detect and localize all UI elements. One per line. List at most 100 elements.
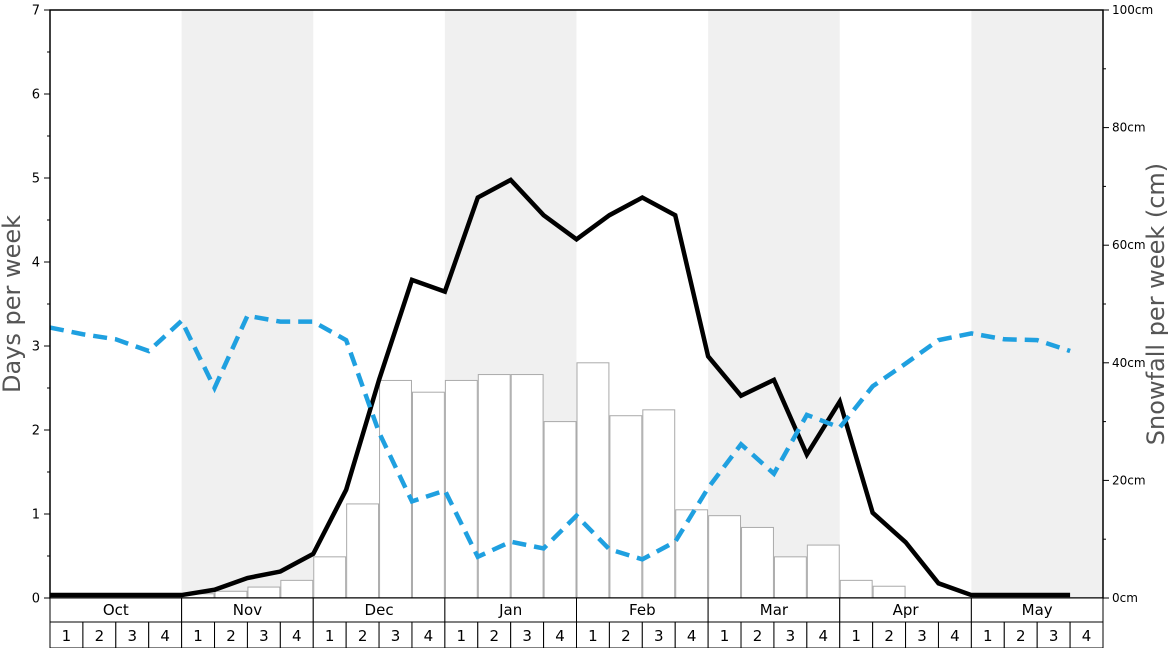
left-tick-label: 1 <box>32 508 40 523</box>
week-label: 2 <box>884 627 894 645</box>
week-label: 1 <box>325 627 335 645</box>
week-label: 4 <box>424 627 434 645</box>
month-cell <box>839 597 972 623</box>
right-tick-label: 60cm <box>1112 238 1146 252</box>
week-cell <box>707 621 742 648</box>
week-label: 1 <box>851 627 861 645</box>
week-label: 2 <box>226 627 236 645</box>
right-axis-title: Snowfall per week (cm) <box>1142 163 1168 445</box>
week-cell <box>82 621 117 648</box>
week-cell <box>246 621 281 648</box>
days-bars <box>181 362 906 599</box>
week-label: 4 <box>1082 627 1092 645</box>
series-lines <box>49 177 1071 598</box>
days-bar <box>642 409 676 599</box>
week-cell <box>905 621 939 648</box>
week-label: 4 <box>950 627 960 645</box>
month-label: Feb <box>629 601 656 619</box>
week-cell <box>148 621 183 648</box>
days-bar <box>444 379 478 599</box>
week-cell <box>839 621 874 648</box>
right-tick-label: 80cm <box>1112 121 1146 135</box>
left-tick-label: 5 <box>32 172 40 187</box>
week-cell <box>1003 621 1038 648</box>
week-cell <box>477 621 512 648</box>
month-label: Oct <box>103 601 129 619</box>
days-bar <box>379 379 412 599</box>
week-label: 3 <box>391 627 401 645</box>
week-label: 1 <box>720 627 730 645</box>
right-tick-label: 100cm <box>1112 3 1153 17</box>
days-bar <box>510 374 544 599</box>
month-cell <box>49 597 183 623</box>
days-bar <box>543 421 577 599</box>
days-bar <box>214 590 248 599</box>
month-cell <box>970 597 1104 623</box>
month-cell <box>444 597 577 623</box>
days-bar <box>675 509 709 599</box>
week-label: 2 <box>621 627 631 645</box>
dashed-series-line <box>49 313 1071 562</box>
right-tick-label: 20cm <box>1112 473 1146 487</box>
days-bar <box>741 526 774 599</box>
left-tick-label: 7 <box>32 4 40 19</box>
left-axis-title: Days per week <box>0 215 26 393</box>
week-cell <box>345 621 380 648</box>
week-label: 1 <box>457 627 467 645</box>
week-cell <box>576 621 610 648</box>
week-cell <box>937 621 972 648</box>
week-label: 1 <box>62 627 72 645</box>
week-label: 2 <box>95 627 105 645</box>
month-cell <box>576 597 709 623</box>
days-bar <box>708 515 742 599</box>
left-axis: 0 1 2 3 4 5 6 7 <box>32 4 50 607</box>
days-bar <box>609 415 643 599</box>
month-axis: Oct Nov Dec Jan Feb Mar Apr May <box>49 597 1104 623</box>
week-label: 1 <box>193 627 203 645</box>
week-label: 2 <box>489 627 499 645</box>
month-band-may <box>971 10 1103 598</box>
month-label: May <box>1022 601 1053 619</box>
week-label: 3 <box>127 627 137 645</box>
week-cell <box>444 621 479 648</box>
week-cell <box>970 621 1005 648</box>
month-label: Jan <box>498 601 522 619</box>
month-cell <box>312 597 446 623</box>
week-cell <box>740 621 775 648</box>
days-bar <box>280 579 314 599</box>
days-bar <box>576 362 610 599</box>
week-label: 3 <box>1049 627 1059 645</box>
week-axis: 1 2 3 4 1 2 3 4 1 2 3 4 1 2 3 4 1 2 3 4 1 2 3 4 1 2 3 4 1 2 3 4 <box>49 621 1104 648</box>
left-tick-label: 0 <box>32 592 40 607</box>
week-label: 4 <box>555 627 565 645</box>
week-label: 2 <box>753 627 763 645</box>
week-label: 1 <box>983 627 993 645</box>
week-cell <box>1069 621 1104 648</box>
right-tick-label: 0cm <box>1112 591 1138 605</box>
days-bar <box>839 579 873 599</box>
month-label: Nov <box>233 601 262 619</box>
days-bar <box>346 503 380 599</box>
week-label: 3 <box>917 627 927 645</box>
week-label: 3 <box>654 627 664 645</box>
week-cell <box>312 621 347 648</box>
week-cell <box>1036 621 1071 648</box>
days-bar <box>247 586 281 599</box>
right-tick-label: 40cm <box>1112 356 1146 370</box>
days-bar <box>313 556 347 599</box>
week-label: 4 <box>292 627 302 645</box>
days-bar <box>806 544 840 599</box>
week-label: 3 <box>259 627 269 645</box>
left-tick-label: 4 <box>32 256 40 271</box>
week-label: 1 <box>588 627 598 645</box>
month-bands <box>181 10 1103 598</box>
left-tick-label: 3 <box>32 340 40 355</box>
week-label: 4 <box>160 627 170 645</box>
week-cell <box>608 621 643 648</box>
week-cell <box>115 621 150 648</box>
week-label: 4 <box>819 627 829 645</box>
month-label: Mar <box>760 601 789 619</box>
week-label: 4 <box>687 627 697 645</box>
days-bar <box>773 556 807 599</box>
month-band-mar <box>708 10 840 598</box>
